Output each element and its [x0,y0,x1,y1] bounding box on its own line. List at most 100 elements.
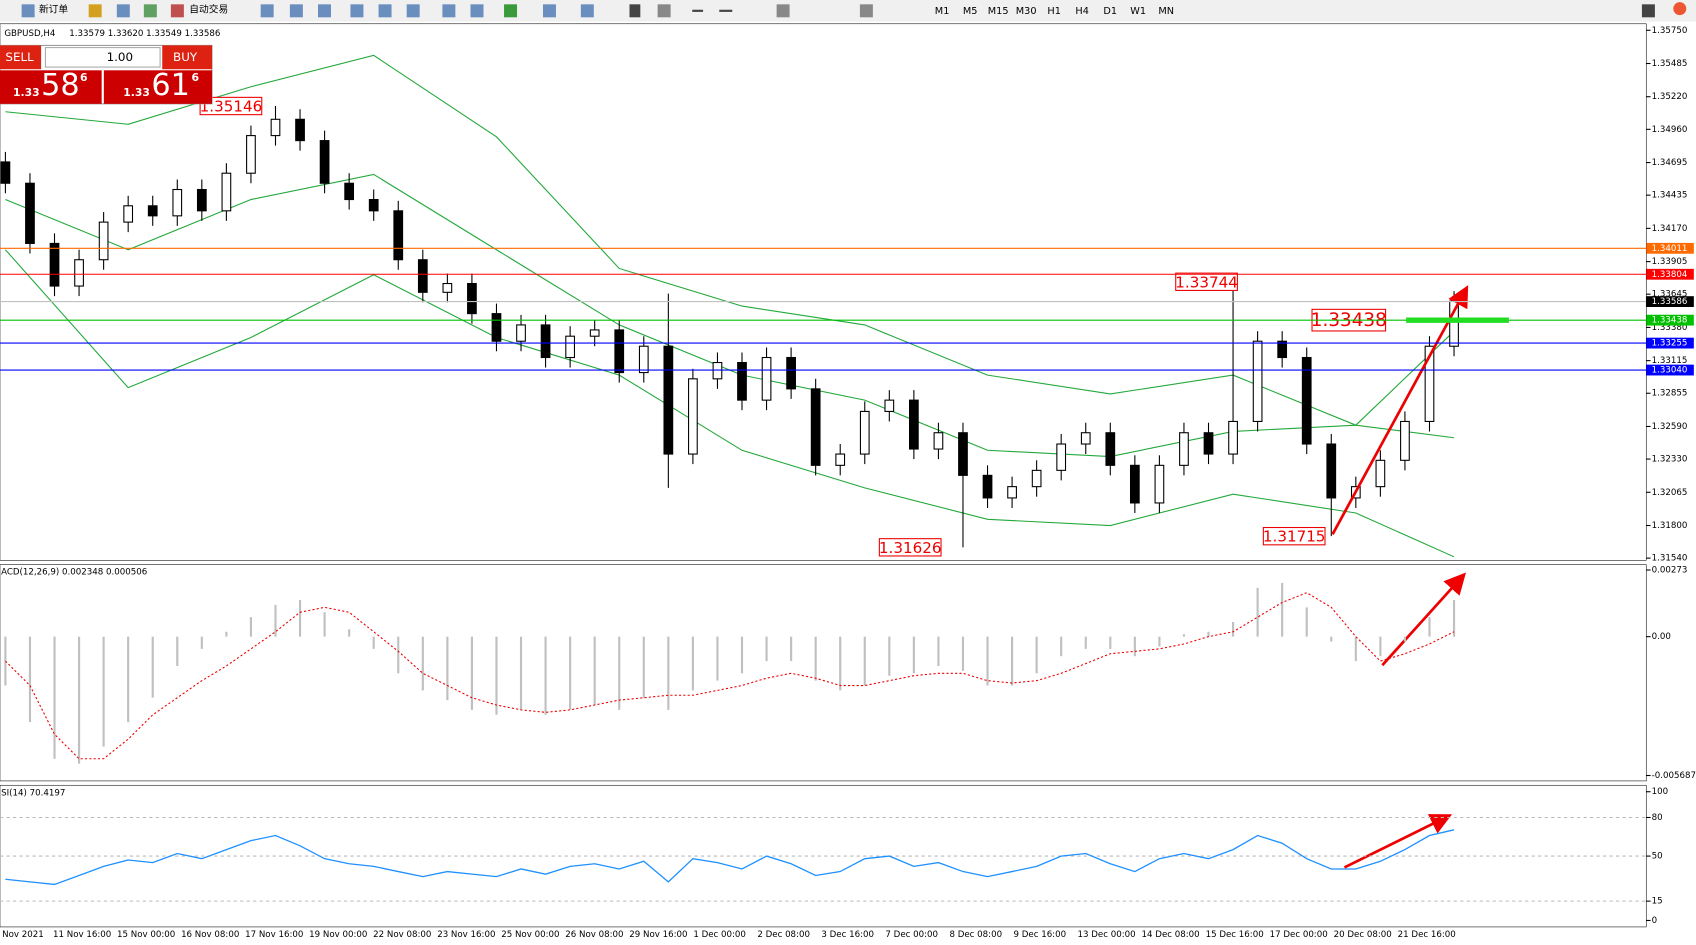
new-order[interactable]: 新订单 [39,3,68,16]
macd-signal [5,592,1455,760]
macd-bar [127,636,130,723]
timeframe[interactable]: H1 [1047,6,1061,17]
new-order-icon[interactable] [21,4,35,18]
macd-bar [691,636,694,691]
icon[interactable] [289,4,303,18]
macd-bar [151,636,154,698]
ohlc: 1.33579 1.33620 1.33549 1.33586 [69,29,220,39]
icon[interactable] [143,4,157,18]
icon[interactable] [116,4,130,18]
candle-body [638,345,649,374]
candle-body [442,283,453,293]
candle-body [467,283,477,315]
zoom-in[interactable] [350,4,364,18]
annotation-box [878,538,942,557]
candle-body [1277,340,1288,359]
buy-button[interactable] [162,45,212,70]
macd-bar [28,636,32,723]
candle-body [835,453,846,466]
icon[interactable] [318,4,331,18]
timeframe[interactable]: D1 [1103,6,1117,17]
icon[interactable] [406,4,420,18]
icon[interactable] [88,4,102,18]
trade-panel: SELL BUY 1.00 1.33 58 6 1.33 61 6 [0,44,213,105]
price-level-label: 1.33586 [1652,297,1688,307]
macd-bar [249,617,253,637]
macd-bar [716,636,719,681]
bid-box[interactable] [0,70,102,104]
y-tick-label: 50 [1652,852,1663,862]
candle-body [1031,469,1042,488]
y-tick-label: 0.00273 [1652,566,1688,576]
annotation: 1.33744 [1175,273,1238,291]
candle-body [1424,345,1435,422]
crosshair[interactable] [657,4,671,18]
macd-bar [1207,631,1210,637]
price-plot [0,54,1459,558]
timeframe[interactable]: M15 [988,6,1009,17]
timeframe[interactable]: M5 [963,6,978,17]
candle-body [491,313,502,342]
icon[interactable] [542,4,556,18]
buy[interactable]: BUY [173,50,198,64]
macd-bar [397,636,400,674]
x-tick-label: 2 Dec 08:00 [757,930,810,940]
y-tick-label: 1.32065 [1652,488,1688,498]
icon[interactable] [580,4,594,18]
y-tick-label: 0 [1652,916,1658,926]
x-tick-label: 26 Nov 08:00 [565,930,623,940]
search[interactable] [1641,4,1655,18]
tool[interactable] [859,4,873,18]
macd-bar [863,636,866,686]
candle-body [196,188,207,212]
price-level-label: 1.33040 [1652,366,1688,376]
sell-button[interactable] [0,45,42,70]
macd-bar [1428,617,1431,637]
macd-bar [986,636,989,686]
candle-body [1080,432,1091,445]
y-tick-label: 1.33645 [1652,290,1688,300]
candle-body [884,399,895,412]
lots[interactable]: 1.00 [107,50,133,64]
timeframe[interactable]: M1 [935,6,950,17]
timeframe[interactable]: W1 [1130,6,1146,17]
lots-input[interactable] [44,47,161,68]
auto-trading[interactable]: 自动交易 [189,3,228,16]
icon[interactable] [260,4,274,18]
tool[interactable] [776,4,790,18]
y-tick-label: 1.35220 [1652,92,1688,102]
timeframe[interactable]: MN [1158,6,1174,17]
macd-bar [421,636,424,691]
cursor[interactable] [629,4,641,18]
zoom-out[interactable] [378,4,392,18]
auto-trading-icon[interactable] [170,4,184,18]
bollinger-lower [5,249,1455,558]
sell[interactable]: SELL [5,50,34,64]
timeframe[interactable]: M30 [1016,6,1037,17]
y-tick-label: 1.33905 [1652,257,1688,267]
x-tick-label: 25 Nov 00:00 [501,930,559,940]
x-tick-label: 22 Nov 08:00 [373,930,431,940]
icon[interactable] [470,4,484,18]
ask-box[interactable] [103,70,212,104]
macd-bar [1011,636,1014,686]
macd-bar [1231,622,1235,637]
candle-body [933,432,944,450]
x-tick-label: 9 Dec 16:00 [1013,930,1066,940]
annotation-box [1262,526,1326,546]
candle-body [982,474,993,499]
icon[interactable] [504,4,518,18]
price-level-tag [1646,337,1694,349]
macd-bar [667,636,670,710]
tool[interactable] [692,9,704,12]
candle-body [74,259,84,287]
candle-body [1179,432,1189,466]
macd-bar [77,636,81,764]
timeframe[interactable]: H4 [1075,6,1089,17]
icon[interactable] [442,4,456,18]
tool[interactable] [719,9,733,12]
candle-body [909,399,919,450]
notification[interactable] [1673,2,1687,16]
